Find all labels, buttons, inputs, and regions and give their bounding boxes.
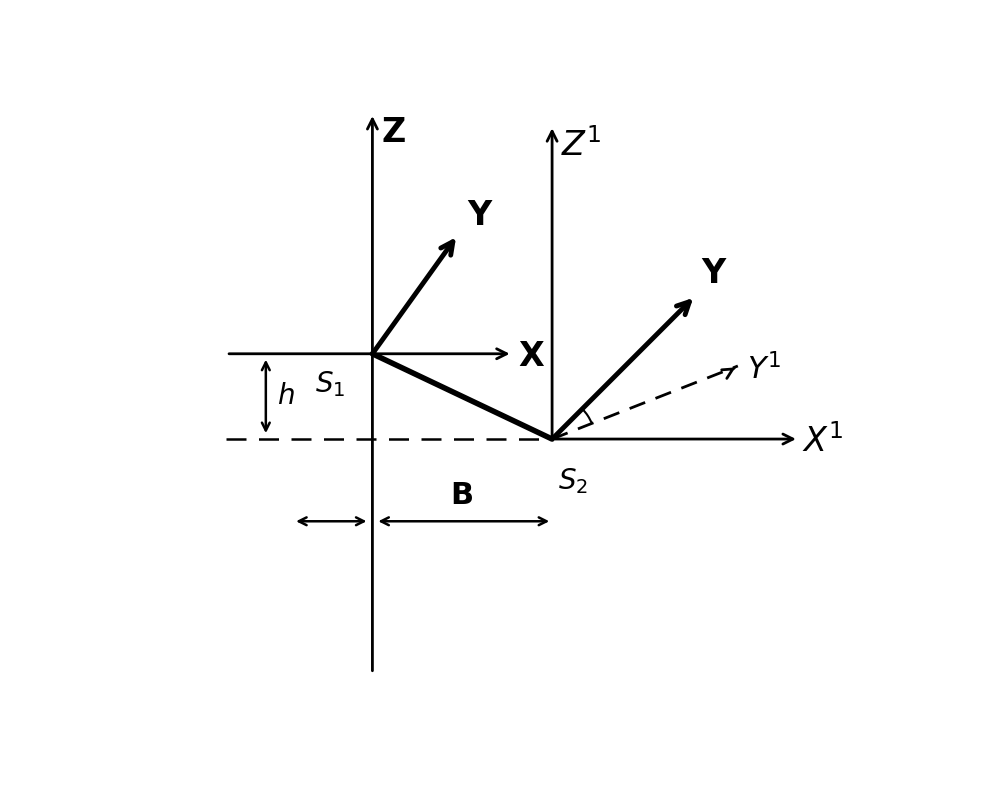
Text: $S_1$: $S_1$: [315, 369, 345, 399]
Text: Z: Z: [382, 116, 406, 149]
Text: X: X: [519, 340, 544, 373]
Text: Y: Y: [701, 257, 726, 290]
Text: B: B: [451, 481, 474, 510]
Text: $h$: $h$: [277, 382, 294, 411]
Text: Y: Y: [467, 199, 491, 232]
Text: $X^1$: $X^1$: [802, 425, 843, 460]
Text: $Y^1$: $Y^1$: [747, 353, 781, 385]
Text: $Z^1$: $Z^1$: [561, 128, 602, 163]
Text: $S_2$: $S_2$: [558, 467, 588, 496]
